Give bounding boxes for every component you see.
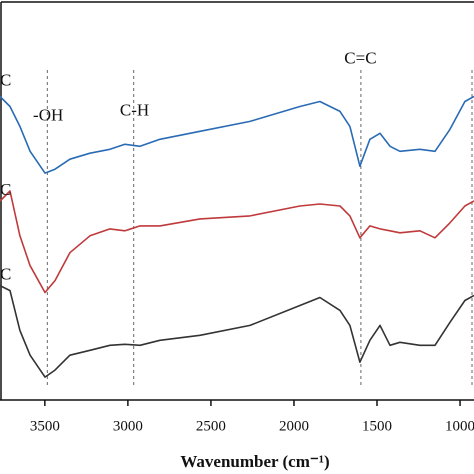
annotation: C-H	[120, 100, 149, 119]
spectrum-line	[0, 284, 474, 378]
x-tick-label: 2000	[279, 418, 309, 434]
spectrum-line	[0, 95, 474, 174]
annotation: C	[0, 265, 11, 284]
x-axis-label: Wavenumber (cm⁻¹)	[180, 452, 329, 471]
x-tick-label: 2500	[196, 418, 226, 434]
annotation: C	[0, 180, 11, 199]
annotation: -OH	[33, 105, 63, 124]
spectrum-line	[0, 190, 474, 294]
x-tick-label: 1000	[445, 418, 474, 434]
x-tick-label: 1500	[362, 418, 392, 434]
annotation: C=C	[344, 49, 376, 68]
x-tick-label: 3000	[113, 418, 143, 434]
x-tick-label: 3500	[30, 418, 60, 434]
annotation: C	[0, 71, 11, 90]
